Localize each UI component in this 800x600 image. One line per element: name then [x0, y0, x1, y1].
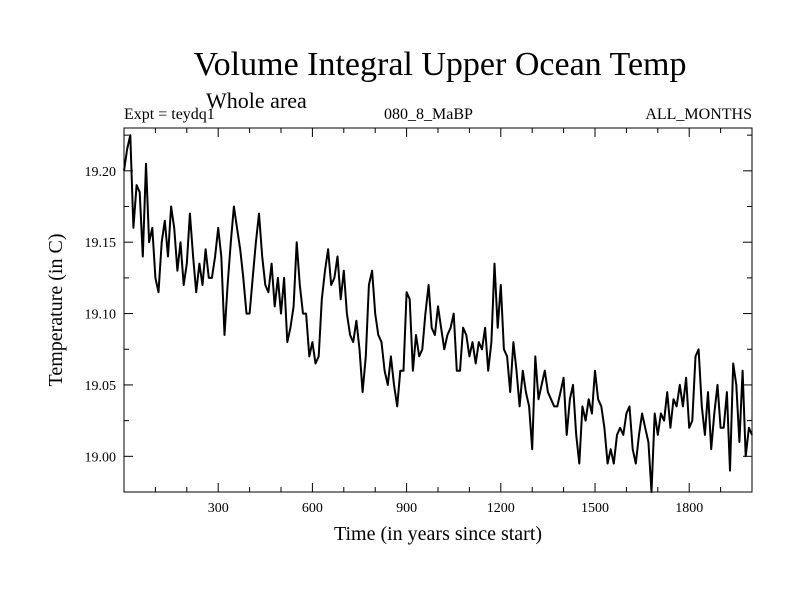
series-line [123, 134, 753, 493]
y-tick-label: 19.10 [85, 308, 117, 323]
y-tick-label: 19.00 [85, 450, 117, 465]
x-tick-label: 300 [208, 501, 229, 516]
y-tick-label: 19.05 [85, 379, 117, 394]
run-label: 080_8_MaBP [384, 106, 473, 123]
tick-labels: 300 600 900 1200 1500 1800 19.00 19.05 19.10 19.1… [85, 165, 704, 516]
months-label: ALL_MONTHS [645, 106, 752, 123]
chart-subtitle: Whole area [206, 88, 307, 113]
tick-marks [124, 128, 752, 493]
x-tick-label: 600 [302, 501, 323, 516]
plot-frame [123, 127, 753, 493]
x-axis-label: Time (in years since start) [334, 523, 542, 545]
x-tick-label: 900 [396, 501, 417, 516]
y-tick-label: 19.15 [85, 236, 117, 251]
x-tick-label: 1500 [581, 501, 609, 516]
x-tick-label: 1800 [675, 501, 703, 516]
y-axis-label: Temperature (in C) [45, 234, 67, 387]
chart-title: Volume Integral Upper Ocean Temp [193, 46, 687, 83]
y-tick-label: 19.20 [85, 165, 117, 180]
experiment-label: Expt = teydq1 [124, 106, 215, 123]
x-tick-label: 1200 [487, 501, 515, 516]
